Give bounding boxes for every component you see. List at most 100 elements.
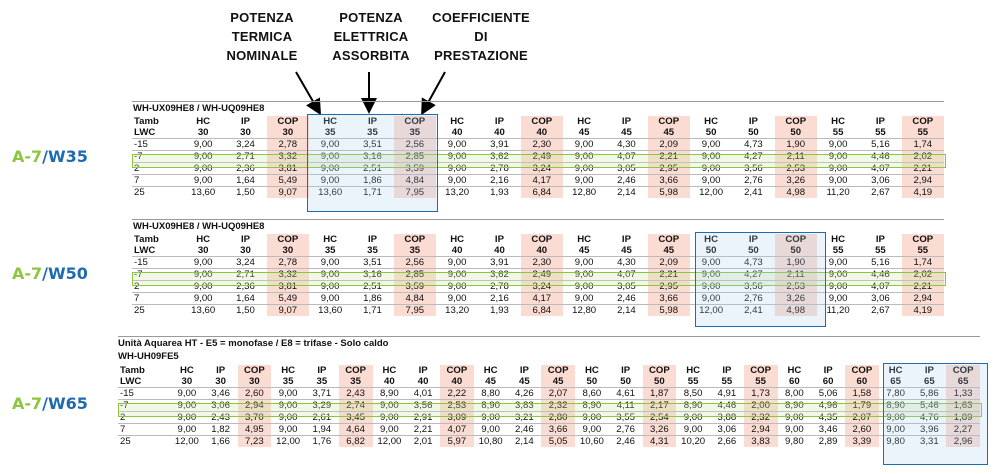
table-cell: 50 — [608, 376, 643, 388]
table-cell: 9,00 — [562, 174, 606, 187]
table-cell: IP — [519, 365, 529, 376]
table-cell: 1,93 — [490, 187, 509, 198]
table-cell: 3,59 — [393, 280, 436, 293]
table-cell: 30 — [266, 245, 309, 257]
table-cell: IP — [240, 234, 251, 245]
table-cell: 13,60 — [318, 305, 343, 316]
table-row: 2 9,00 2,36 3,81 9,00 2,51 3,59 9,00 2,78 3,24 9,0… — [132, 162, 944, 175]
table-cell: 3,45 — [338, 411, 373, 424]
table-row: 7 9,00 1,82 4,95 9,00 1,94 4,64 9,00 2,21 4,07 9,0… — [118, 423, 980, 436]
table-cell: 30 — [237, 376, 272, 388]
table-cell: 9,00 — [435, 138, 479, 151]
table-cell: 65 — [912, 376, 947, 388]
table-cell: 65 — [878, 376, 913, 388]
table-cell: 40 — [435, 127, 479, 139]
table-cell: 4,07 — [605, 150, 648, 163]
table-cell: IP — [875, 234, 885, 245]
table-row: -7 9,00 2,71 3,32 9,00 3,16 2,85 9,00 3,62 2,49 9,… — [132, 268, 944, 281]
table-cell: COP — [440, 365, 474, 376]
table-cell: 8,90 — [777, 399, 812, 412]
table-row: Tamb HC IP COP HC IP COP HC IP COP HC IP COP HC IP COP H… — [118, 365, 980, 376]
header-potenza-termica: POTENZA TERMICA NOMINALE — [226, 10, 298, 63]
table-cell: 5,16 — [859, 138, 902, 151]
table-cell: 2,78 — [266, 256, 309, 269]
table-cell: 1,63 — [946, 399, 980, 412]
table3: Tamb HC IP COP HC IP COP HC IP COP HC IP COP HC IP COP H… — [118, 365, 980, 447]
table-cell: 45 — [605, 245, 648, 257]
row-label: 2 — [132, 280, 182, 293]
table-cell: 3,56 — [732, 162, 775, 175]
table-cell: 9,00 — [271, 411, 305, 424]
table-cell: 13,20 — [445, 305, 470, 316]
table-cell: COP — [393, 234, 436, 245]
table-cell: 9,00 — [816, 280, 860, 293]
table-cell: IP — [367, 116, 378, 127]
table-cell: 9,00 — [435, 280, 479, 293]
table-cell: 2,21 — [406, 423, 440, 436]
table-cell: 3,96 — [912, 423, 947, 436]
table-cell: 40 — [440, 376, 474, 388]
table-cell: 2,85 — [393, 268, 436, 281]
table-cell: 1,66 — [211, 436, 230, 447]
table-cell: 3,29 — [305, 399, 339, 412]
table-cell: 9,00 — [435, 268, 479, 281]
table-cell: 3,06 — [710, 423, 744, 436]
row-label: -15 — [132, 138, 182, 151]
table-cell: 3,06 — [859, 174, 902, 187]
table-cell: 4,91 — [710, 387, 744, 400]
highlight-col-w35 — [307, 114, 438, 212]
table-cell: 2,56 — [393, 256, 436, 269]
table-cell: 4,19 — [901, 186, 944, 198]
table-cell: 4,01 — [406, 387, 440, 400]
table-cell: 2,09 — [647, 256, 690, 269]
table-cell: 40 — [372, 376, 407, 388]
table-cell: 2,21 — [647, 150, 690, 163]
table-cell: 50 — [774, 127, 817, 139]
table-cell: 2,95 — [647, 162, 690, 175]
table-cell: HC — [323, 234, 338, 245]
table-cell: 35 — [393, 245, 436, 257]
table-cell: 2,32 — [743, 411, 778, 424]
table-cell: 2,53 — [774, 280, 817, 293]
table-cell: 3,24 — [520, 162, 563, 175]
table-cell: 4,73 — [732, 256, 775, 269]
table-cell: 55 — [816, 245, 860, 257]
table-cell: 4,17 — [520, 174, 563, 187]
table-cell: IP — [875, 116, 885, 127]
table-cell: 5,98 — [647, 304, 690, 316]
table-cell: 2,66 — [717, 436, 737, 447]
table-cell: 9,00 — [562, 138, 606, 151]
table-cell: 45 — [647, 127, 690, 139]
table-cell: 1,89 — [946, 411, 980, 424]
table-cell: 3,66 — [541, 423, 575, 436]
table-cell: 9,00 — [435, 292, 479, 305]
table-cell: 3,66 — [647, 174, 690, 187]
table-cell: 9,00 — [182, 138, 225, 151]
table-cell: 2,41 — [744, 305, 763, 316]
table-cell: 8,90 — [473, 399, 508, 412]
table-cell: 35 — [351, 127, 394, 139]
table-cell: 2,49 — [520, 268, 563, 281]
table-cell: 8,90 — [372, 387, 407, 400]
table-cell: IP — [748, 116, 758, 127]
table-cell: 4,07 — [859, 280, 902, 293]
table-cell: 3,88 — [710, 411, 744, 424]
table-row: LWC 30 30 30 35 35 35 40 40 40 45 45 45 50 50 50 55 55 55 — [132, 245, 944, 257]
table-cell: 9,00 — [689, 280, 733, 293]
table-cell: IP — [722, 365, 732, 376]
table-cell: 2,51 — [351, 162, 394, 175]
header-coefficiente: COEFFICIENTE DI PRESTAZIONE — [432, 10, 530, 63]
table-cell: HC — [787, 365, 802, 376]
table-cell: 5,46 — [912, 399, 947, 412]
table-cell: 1,33 — [946, 387, 980, 400]
table-cell: 3,56 — [406, 399, 440, 412]
row-label: 2 — [132, 162, 182, 175]
table-cell: 2,11 — [774, 268, 817, 281]
table-cell: COP — [520, 116, 563, 127]
table-cell: HC — [888, 365, 903, 376]
table-cell: 1,50 — [236, 305, 255, 316]
table-cell: 9,00 — [182, 292, 225, 305]
table-cell: 3,56 — [732, 280, 775, 293]
table-cell: 50 — [732, 127, 775, 139]
table-cell: 2,67 — [871, 305, 890, 316]
